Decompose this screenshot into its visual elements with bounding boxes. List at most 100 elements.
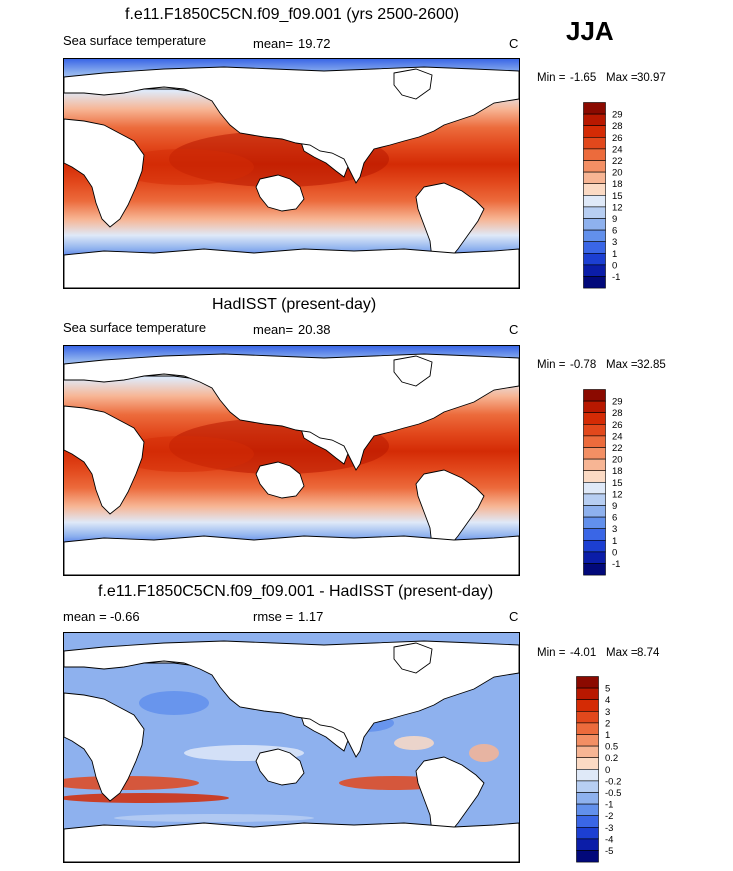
land-mass bbox=[64, 118, 145, 228]
panel3-min-label: Min = bbox=[537, 647, 566, 659]
colorbar-tick-label: 24 bbox=[612, 144, 623, 155]
colorbar-tick-label: 12 bbox=[612, 489, 623, 500]
colorbar-tick-label: -4 bbox=[605, 834, 613, 845]
colorbar-tick-label: 26 bbox=[612, 133, 623, 144]
colorbar-tick-label: 28 bbox=[612, 408, 623, 419]
panel1-units: C bbox=[509, 36, 519, 51]
anomaly-patch bbox=[394, 736, 434, 750]
colorbar-cell bbox=[583, 400, 606, 414]
anomaly-patch bbox=[139, 691, 209, 715]
panel3-mean-label: mean = bbox=[63, 609, 107, 624]
colorbar-cell bbox=[583, 516, 606, 530]
colorbar-tick-label: 29 bbox=[612, 110, 623, 121]
colorbar-cell bbox=[576, 699, 599, 712]
colorbar-cell bbox=[583, 113, 606, 127]
colorbar-cell bbox=[576, 687, 599, 701]
colorbar-cell bbox=[576, 745, 599, 758]
panel3-max-label: Max = bbox=[606, 647, 638, 659]
colorbar-tick-label: 9 bbox=[612, 214, 617, 225]
colorbar-cell bbox=[583, 389, 606, 402]
colorbar-cell bbox=[583, 528, 606, 541]
colorbar-tick-label: 20 bbox=[612, 455, 623, 466]
colorbar-cell bbox=[583, 229, 606, 243]
panel2-map bbox=[63, 345, 520, 576]
colorbar-cell bbox=[576, 803, 599, 817]
land-mass bbox=[255, 461, 305, 499]
colorbar-cell bbox=[583, 241, 606, 254]
colorbar-cell bbox=[583, 183, 606, 196]
land-mass bbox=[255, 748, 305, 786]
colorbar-cell bbox=[583, 423, 606, 437]
colorbar-cell bbox=[576, 722, 599, 735]
panel3-rmse-value: 1.17 bbox=[298, 609, 324, 624]
panel1-mean-value: 19.72 bbox=[298, 36, 331, 51]
colorbar-cell bbox=[583, 148, 606, 161]
land-mass bbox=[393, 355, 433, 387]
panel1-variable: Sea surface temperature bbox=[63, 33, 207, 48]
anomaly-patch bbox=[64, 793, 229, 803]
colorbar-tick-label: 12 bbox=[612, 202, 623, 213]
colorbar-cell bbox=[583, 276, 606, 289]
panel1-colorbar: 29 28 26 24 22 20 18 15 12 9 6 3 1 0 -1 bbox=[583, 102, 653, 297]
colorbar-tick-label: 6 bbox=[612, 226, 617, 237]
colorbar-tick-label: -1 bbox=[605, 800, 613, 811]
colorbar-tick-label: 5 bbox=[605, 684, 610, 695]
colorbar-cell bbox=[576, 757, 599, 770]
panel1-mean-label: mean= bbox=[253, 36, 294, 51]
land-mass bbox=[393, 68, 433, 100]
land-mass bbox=[255, 174, 305, 212]
colorbar-cell bbox=[576, 734, 599, 747]
colorbar-tick-label: 22 bbox=[612, 443, 623, 454]
colorbar-tick-label: 9 bbox=[612, 501, 617, 512]
colorbar-tick-label: 29 bbox=[612, 397, 623, 408]
colorbar-cell bbox=[583, 136, 606, 150]
colorbar-tick-label: 4 bbox=[605, 695, 610, 706]
colorbar-tick-label: -0.5 bbox=[605, 788, 621, 799]
panel1-min-value: -1.65 bbox=[570, 72, 597, 84]
map-field-svg bbox=[64, 633, 519, 862]
colorbar-tick-label: 24 bbox=[612, 431, 623, 442]
panel3-map bbox=[63, 632, 520, 863]
colorbar-cell bbox=[583, 493, 606, 506]
colorbar-cell bbox=[576, 780, 599, 793]
colorbar-cell bbox=[583, 551, 606, 564]
colorbar-tick-label: -1 bbox=[612, 272, 620, 283]
colorbar-tick-label: 1 bbox=[612, 249, 617, 260]
panel2-min-value: -0.78 bbox=[570, 359, 597, 371]
panel3-colorbar: 5 4 3 2 1 0.5 0.2 0 -0.2 -0.5 -1 -2 -3 -4 -5 bbox=[576, 676, 646, 871]
panel2-title: HadISST (present-day) bbox=[212, 296, 377, 313]
panel3-title: f.e11.F1850C5CN.f09_f09.001 - HadISST (p… bbox=[98, 583, 494, 600]
colorbar-cell bbox=[583, 435, 606, 448]
panel2-colorbar: 29 28 26 24 22 20 18 15 12 9 6 3 1 0 -1 bbox=[583, 389, 653, 584]
panel2-max-label: Max = bbox=[606, 359, 638, 371]
land-mass bbox=[64, 535, 519, 575]
panel1-title: f.e11.F1850C5CN.f09_f09.001 (yrs 2500-26… bbox=[125, 6, 460, 23]
colorbar-cell bbox=[583, 482, 606, 495]
panel2-min-label: Min = bbox=[537, 359, 566, 371]
colorbar-tick-label: 0 bbox=[605, 765, 610, 776]
colorbar-tick-label: -3 bbox=[605, 823, 613, 834]
land-mass bbox=[64, 822, 519, 862]
panel2-max-value: 32.85 bbox=[637, 359, 666, 371]
colorbar-tick-label: 15 bbox=[612, 478, 623, 489]
panel2-mean-value: 20.38 bbox=[298, 322, 331, 337]
colorbar-cell bbox=[583, 218, 606, 231]
colorbar-cell bbox=[583, 171, 606, 184]
colorbar-tick-label: 15 bbox=[612, 191, 623, 202]
panel1-min-label: Min = bbox=[537, 72, 566, 84]
land-mass bbox=[64, 405, 145, 515]
colorbar-cell bbox=[583, 195, 606, 208]
colorbar-cell bbox=[583, 264, 606, 277]
colorbar-tick-label: 26 bbox=[612, 420, 623, 431]
colorbar-tick-label: 1 bbox=[605, 730, 610, 741]
colorbar-cell bbox=[583, 470, 606, 483]
colorbar-cell bbox=[576, 850, 599, 863]
land-mass bbox=[64, 692, 145, 802]
colorbar-tick-label: 22 bbox=[612, 156, 623, 167]
panel3-min-value: -4.01 bbox=[570, 647, 597, 659]
colorbar-cell bbox=[576, 769, 599, 782]
colorbar-cell bbox=[576, 815, 599, 828]
